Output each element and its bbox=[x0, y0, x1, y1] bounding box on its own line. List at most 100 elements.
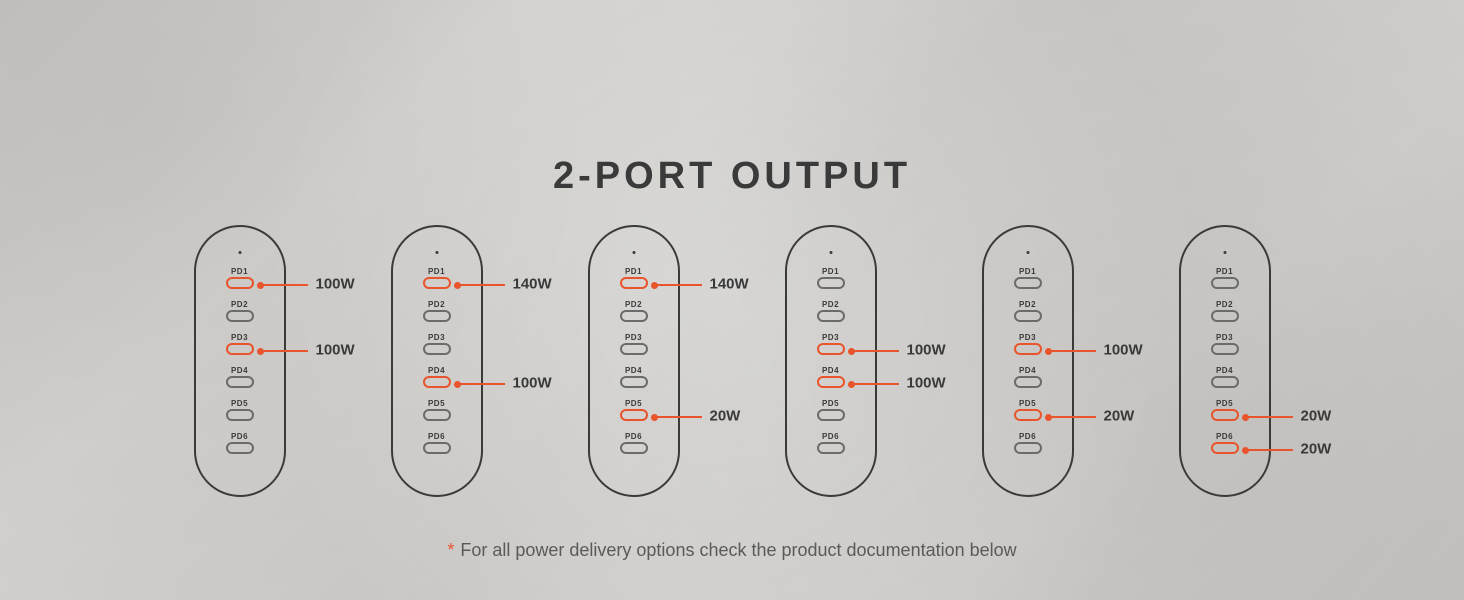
callout-line-icon bbox=[260, 350, 308, 352]
led-indicator-icon bbox=[1026, 251, 1029, 254]
callout-line-icon bbox=[851, 383, 899, 385]
usb-c-port-icon: PD5 bbox=[620, 409, 648, 421]
port-label: PD5 bbox=[822, 399, 839, 408]
usb-c-port-icon: PD4 bbox=[423, 376, 451, 388]
usb-c-port-icon: PD5 bbox=[226, 409, 254, 421]
port-label: PD4 bbox=[428, 366, 445, 375]
usb-c-port-icon: PD4 bbox=[226, 376, 254, 388]
charger-device: PD1PD2PD3PD420WPD520WPD6 bbox=[1179, 225, 1271, 497]
callout-line-icon bbox=[1048, 416, 1096, 418]
charger-device: 100WPD1PD2100WPD3PD4PD5PD6 bbox=[194, 225, 286, 497]
watt-label: 100W bbox=[316, 276, 355, 293]
usb-c-port-icon: PD3 bbox=[817, 343, 845, 355]
usb-c-port-icon: PD6 bbox=[817, 442, 845, 454]
port-label: PD5 bbox=[1216, 399, 1233, 408]
watt-label: 20W bbox=[1301, 408, 1332, 425]
charger-device: 140WPD1PD2PD3PD420WPD5PD6 bbox=[588, 225, 680, 497]
port-label: PD1 bbox=[1216, 267, 1233, 276]
port-label: PD2 bbox=[822, 300, 839, 309]
usb-c-port-icon: PD4 bbox=[817, 376, 845, 388]
watt-label: 20W bbox=[1301, 441, 1332, 458]
port-label: PD3 bbox=[231, 333, 248, 342]
port-label: PD4 bbox=[1019, 366, 1036, 375]
watt-label: 100W bbox=[513, 375, 552, 392]
usb-c-port-icon: PD1 bbox=[226, 277, 254, 289]
watt-label: 140W bbox=[513, 276, 552, 293]
charger-device: 140WPD1PD2PD3100WPD4PD5PD6 bbox=[391, 225, 483, 497]
footnote-asterisk-icon: * bbox=[447, 540, 454, 560]
port-label: PD5 bbox=[428, 399, 445, 408]
charger-device: PD1PD2100WPD3100WPD4PD5PD6 bbox=[785, 225, 877, 497]
usb-c-port-icon: PD6 bbox=[1014, 442, 1042, 454]
usb-c-port-icon: PD2 bbox=[1211, 310, 1239, 322]
usb-c-port-icon: PD6 bbox=[423, 442, 451, 454]
port-label: PD2 bbox=[231, 300, 248, 309]
port-label: PD5 bbox=[1019, 399, 1036, 408]
usb-c-port-icon: PD5 bbox=[1211, 409, 1239, 421]
port-label: PD1 bbox=[625, 267, 642, 276]
led-indicator-icon bbox=[632, 251, 635, 254]
usb-c-port-icon: PD4 bbox=[620, 376, 648, 388]
port-label: PD1 bbox=[1019, 267, 1036, 276]
led-indicator-icon bbox=[829, 251, 832, 254]
charger-device: PD1PD2100WPD3PD420WPD5PD6 bbox=[982, 225, 1074, 497]
usb-c-port-icon: PD2 bbox=[817, 310, 845, 322]
port-label: PD3 bbox=[428, 333, 445, 342]
usb-c-port-icon: PD2 bbox=[226, 310, 254, 322]
usb-c-port-icon: PD6 bbox=[620, 442, 648, 454]
port-label: PD4 bbox=[625, 366, 642, 375]
port-label: PD1 bbox=[822, 267, 839, 276]
device-row: 100W PD1 PD2 100W PD3 PD4 PD5 PD6 140W PD1 PD2 PD3 1… bbox=[0, 225, 1464, 510]
usb-c-port-icon: PD1 bbox=[620, 277, 648, 289]
port-label: PD2 bbox=[1216, 300, 1233, 309]
usb-c-port-icon: PD1 bbox=[817, 277, 845, 289]
callout-line-icon bbox=[1245, 416, 1293, 418]
watt-label: 100W bbox=[1104, 342, 1143, 359]
port-label: PD3 bbox=[822, 333, 839, 342]
led-indicator-icon bbox=[435, 251, 438, 254]
led-indicator-icon bbox=[1223, 251, 1226, 254]
usb-c-port-icon: PD6 bbox=[1211, 442, 1239, 454]
callout-line-icon bbox=[1048, 350, 1096, 352]
usb-c-port-icon: PD3 bbox=[423, 343, 451, 355]
port-label: PD4 bbox=[822, 366, 839, 375]
watt-label: 20W bbox=[1104, 408, 1135, 425]
port-label: PD2 bbox=[428, 300, 445, 309]
callout-line-icon bbox=[851, 350, 899, 352]
usb-c-port-icon: PD2 bbox=[1014, 310, 1042, 322]
usb-c-port-icon: PD3 bbox=[1014, 343, 1042, 355]
port-label: PD2 bbox=[1019, 300, 1036, 309]
usb-c-port-icon: PD5 bbox=[1014, 409, 1042, 421]
callout-line-icon bbox=[654, 416, 702, 418]
watt-label: 100W bbox=[316, 342, 355, 359]
page-title: 2-PORT OUTPUT bbox=[0, 155, 1464, 198]
port-label: PD3 bbox=[1216, 333, 1233, 342]
port-label: PD1 bbox=[231, 267, 248, 276]
callout-line-icon bbox=[457, 383, 505, 385]
footnote: *For all power delivery options check th… bbox=[0, 540, 1464, 561]
watt-label: 140W bbox=[710, 276, 749, 293]
callout-line-icon bbox=[654, 284, 702, 286]
port-label: PD6 bbox=[231, 432, 248, 441]
port-label: PD5 bbox=[625, 399, 642, 408]
usb-c-port-icon: PD4 bbox=[1014, 376, 1042, 388]
watt-label: 100W bbox=[907, 375, 946, 392]
usb-c-port-icon: PD1 bbox=[1211, 277, 1239, 289]
port-label: PD3 bbox=[625, 333, 642, 342]
port-label: PD3 bbox=[1019, 333, 1036, 342]
callout-line-icon bbox=[457, 284, 505, 286]
watt-label: 20W bbox=[710, 408, 741, 425]
port-label: PD4 bbox=[231, 366, 248, 375]
usb-c-port-icon: PD1 bbox=[1014, 277, 1042, 289]
port-label: PD6 bbox=[625, 432, 642, 441]
port-label: PD6 bbox=[428, 432, 445, 441]
usb-c-port-icon: PD2 bbox=[423, 310, 451, 322]
port-label: PD6 bbox=[1019, 432, 1036, 441]
usb-c-port-icon: PD3 bbox=[226, 343, 254, 355]
usb-c-port-icon: PD6 bbox=[226, 442, 254, 454]
usb-c-port-icon: PD2 bbox=[620, 310, 648, 322]
usb-c-port-icon: PD1 bbox=[423, 277, 451, 289]
port-label: PD5 bbox=[231, 399, 248, 408]
usb-c-port-icon: PD4 bbox=[1211, 376, 1239, 388]
port-label: PD6 bbox=[822, 432, 839, 441]
